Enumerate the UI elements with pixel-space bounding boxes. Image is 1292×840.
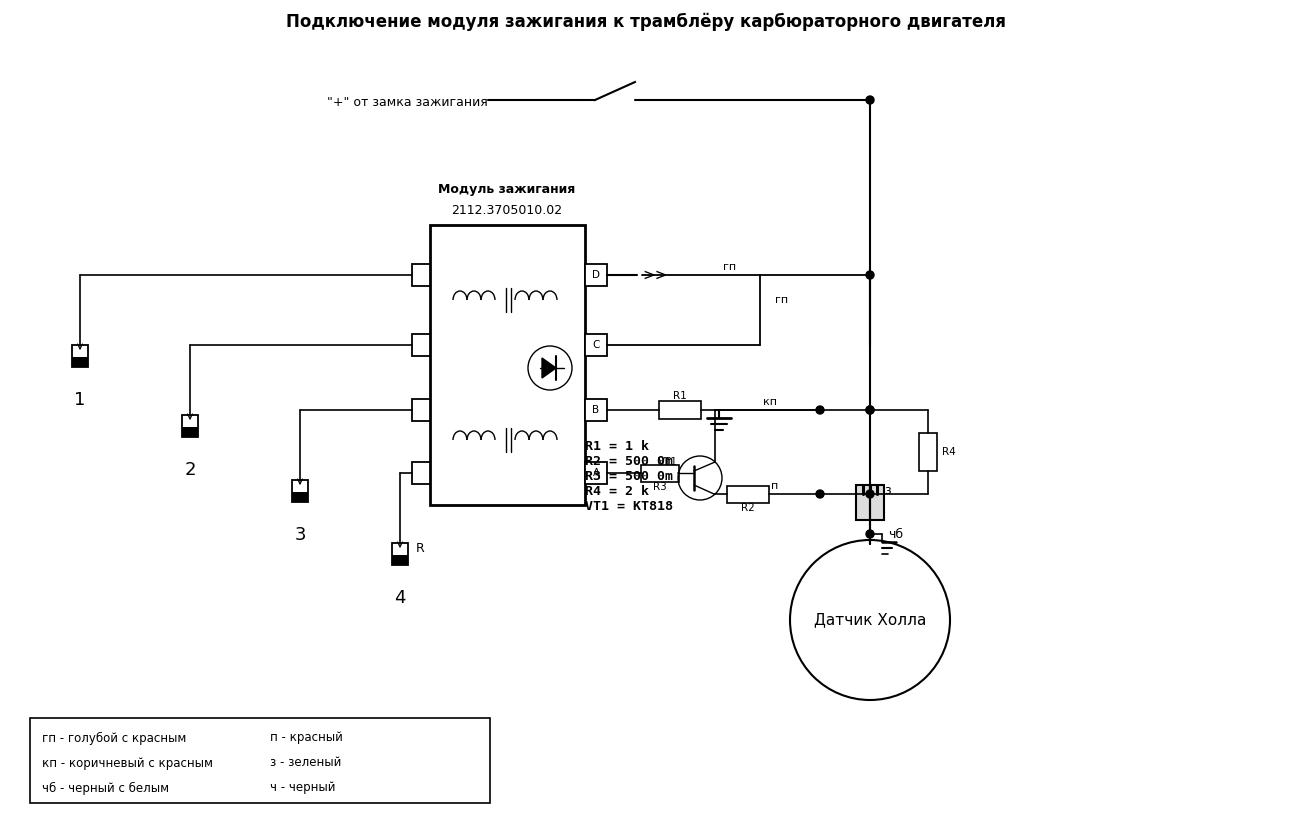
- Bar: [585, 399, 607, 421]
- Text: гп: гп: [724, 262, 736, 272]
- Circle shape: [866, 96, 873, 104]
- Bar: [30, 718, 490, 803]
- Bar: [182, 415, 198, 437]
- Bar: [182, 427, 198, 437]
- Text: "+" от замка зажигания: "+" от замка зажигания: [327, 97, 488, 109]
- Circle shape: [866, 490, 873, 498]
- Text: B: B: [593, 405, 599, 415]
- Text: VT1: VT1: [658, 457, 678, 467]
- Bar: [72, 357, 88, 367]
- Text: кп: кп: [764, 397, 776, 407]
- Circle shape: [817, 490, 824, 498]
- Text: 4: 4: [394, 589, 406, 607]
- Text: R4: R4: [942, 447, 956, 457]
- Text: 2112.3705010.02: 2112.3705010.02: [451, 203, 562, 217]
- Bar: [292, 492, 307, 502]
- Bar: [659, 401, 702, 419]
- Circle shape: [817, 406, 824, 414]
- Circle shape: [866, 530, 873, 538]
- Text: гп - голубой с красным: гп - голубой с красным: [43, 732, 186, 744]
- Text: R3: R3: [654, 482, 667, 492]
- Text: 2: 2: [185, 461, 196, 479]
- Text: C: C: [592, 340, 599, 350]
- Text: A: A: [593, 468, 599, 478]
- Text: R1: R1: [673, 391, 687, 401]
- Text: ч - черный: ч - черный: [270, 781, 336, 795]
- Bar: [412, 462, 430, 484]
- Text: >>: >>: [642, 267, 668, 282]
- Polygon shape: [543, 358, 556, 378]
- Text: кп - коричневый с красным: кп - коричневый с красным: [43, 757, 213, 769]
- Text: Датчик Холла: Датчик Холла: [814, 612, 926, 627]
- Bar: [412, 264, 430, 286]
- Text: з: з: [884, 484, 890, 496]
- Text: 3: 3: [295, 526, 306, 544]
- Text: R1 = 1 k
R2 = 500 0m
R3 = 500 0m
R4 = 2 k
VT1 = КТ818: R1 = 1 k R2 = 500 0m R3 = 500 0m R4 = 2 …: [585, 440, 673, 513]
- Bar: [292, 480, 307, 502]
- Bar: [391, 555, 408, 565]
- Bar: [412, 399, 430, 421]
- Bar: [72, 345, 88, 367]
- Bar: [857, 485, 884, 520]
- Text: чб: чб: [888, 528, 903, 540]
- Text: R2: R2: [742, 503, 755, 513]
- Text: з - зеленый: з - зеленый: [270, 757, 341, 769]
- Bar: [727, 486, 769, 503]
- Text: 1: 1: [75, 391, 85, 409]
- Text: D: D: [592, 270, 599, 280]
- Text: R: R: [416, 542, 425, 554]
- Text: Модуль зажигания: Модуль зажигания: [438, 183, 576, 197]
- Text: п - красный: п - красный: [270, 732, 342, 744]
- Bar: [641, 465, 680, 482]
- Circle shape: [866, 406, 873, 414]
- Circle shape: [866, 490, 873, 498]
- Bar: [585, 462, 607, 484]
- Circle shape: [866, 271, 873, 279]
- Bar: [919, 433, 937, 471]
- Text: Подключение модуля зажигания к трамблёру карбюраторного двигателя: Подключение модуля зажигания к трамблёру…: [286, 13, 1006, 31]
- Circle shape: [866, 406, 873, 414]
- Bar: [585, 264, 607, 286]
- Bar: [412, 334, 430, 356]
- Text: гп: гп: [775, 295, 788, 305]
- Text: чб - черный с белым: чб - черный с белым: [43, 781, 169, 795]
- Bar: [391, 543, 408, 565]
- Text: п: п: [771, 481, 779, 491]
- Bar: [585, 334, 607, 356]
- Bar: [430, 225, 585, 505]
